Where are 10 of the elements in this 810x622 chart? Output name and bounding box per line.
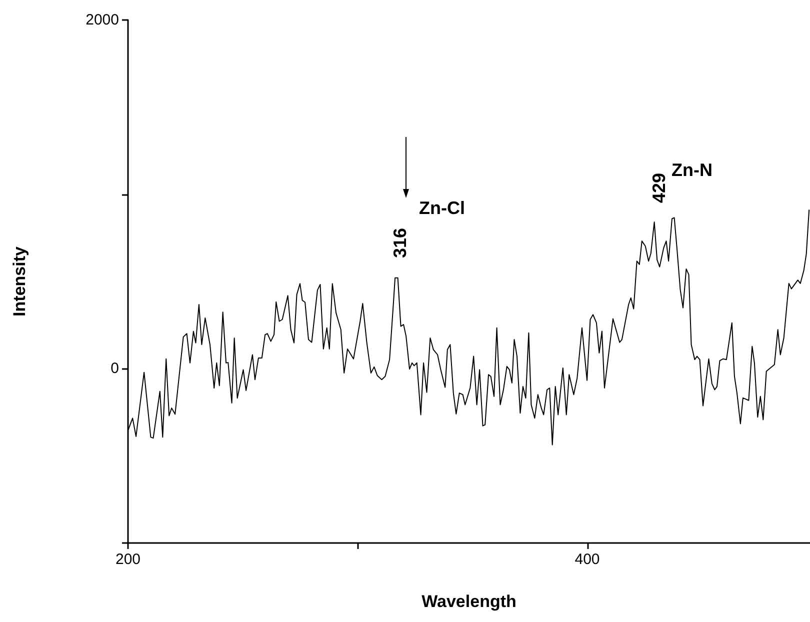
x-axis-title: Wavelength: [422, 592, 516, 611]
annotation: 316: [390, 228, 410, 258]
annotation: 429: [649, 172, 669, 204]
x-tick-label: 400: [574, 551, 600, 568]
annotation: Zn-Cl: [419, 198, 465, 218]
y-tick-label: 0: [110, 360, 119, 378]
x-tick-label: 200: [115, 551, 141, 568]
y-tick-label: 2000: [86, 12, 119, 28]
annotation: Zn-N: [672, 160, 712, 180]
y-axis-title: Intensity: [10, 246, 29, 316]
